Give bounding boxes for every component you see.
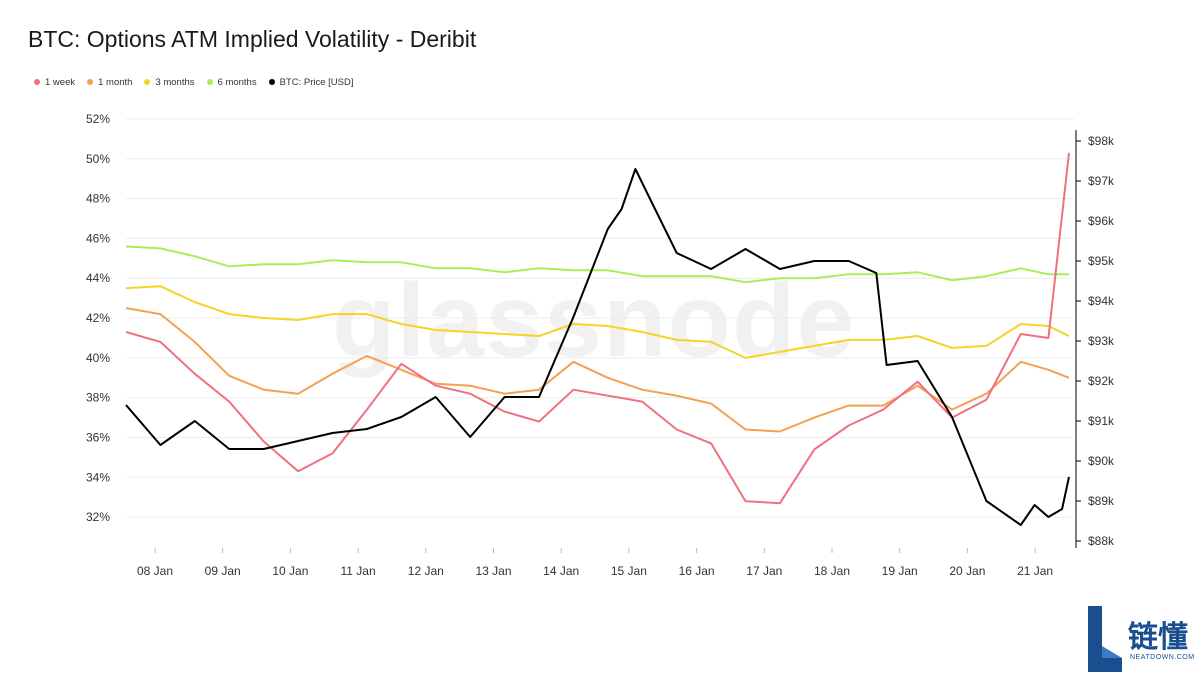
series-line-1-week [125,152,1070,505]
legend-dot-icon [87,79,94,85]
legend-dot-icon [268,79,275,85]
y-right-tick-label: $98k [1088,134,1115,148]
x-tick-label: 20 Jan [949,564,985,578]
x-tick-label: 11 Jan [341,564,376,578]
y-right-tick-label: $91k [1088,414,1115,428]
y-left-tick-label: 32% [86,510,110,524]
chart-title: BTC: Options ATM Implied Volatility - De… [28,26,477,52]
series-line-btc-price [125,168,1070,526]
x-tick-label: 17 Jan [746,564,782,578]
legend-dot-icon [206,79,213,85]
x-tick-label: 10 Jan [272,564,308,578]
y-right-tick-label: $89k [1088,494,1115,508]
y-left-tick-label: 50% [86,152,110,166]
legend-label: 1 week [45,76,76,88]
y-left-tick-label: 44% [86,271,110,285]
legend-item[interactable]: BTC: Price [USD] [268,75,354,89]
legend-item[interactable]: 3 months [144,75,195,89]
x-tick-label: 18 Jan [814,564,850,578]
y-right-tick-label: $96k [1088,214,1115,228]
y-left-tick-label: 36% [86,430,110,444]
brand-name-en: NEATDOWN.COM [1130,654,1195,661]
legend-item[interactable]: 6 months [206,75,257,89]
legend-label: 3 months [155,76,195,88]
legend-label: 6 months [217,76,257,88]
x-tick-label: 14 Jan [543,564,579,578]
x-tick-label: 19 Jan [882,564,918,578]
y-left-tick-label: 38% [86,391,110,405]
x-tick-label: 16 Jan [679,564,715,578]
brand-name-cn: 链懂 [1128,620,1188,655]
legend-dot-icon [34,79,40,85]
y-right-tick-label: $95k [1088,254,1115,268]
brand-mark-icon [1088,606,1122,672]
x-tick-label: 15 Jan [611,564,647,578]
legend-item[interactable]: 1 week [34,75,75,89]
y-right-tick-label: $97k [1088,174,1115,188]
x-tick-label: 12 Jan [408,564,444,578]
y-right-tick-label: $94k [1088,294,1115,308]
y-left-tick-label: 46% [86,231,110,245]
series-line-6-months [125,245,1069,284]
y-right-tick-label: $92k [1088,374,1115,388]
x-tick-label: 08 Jan [137,564,173,578]
x-tick-label: 13 Jan [475,564,511,578]
y-left-tick-label: 42% [86,311,110,325]
y-left-tick-label: 34% [86,470,110,484]
y-right-tick-label: $93k [1088,334,1115,348]
y-right-tick-label: $88k [1088,534,1115,548]
legend-label: 1 month [98,76,133,88]
legend-label: BTC: Price [USD] [279,76,354,88]
watermark-glassnode: glassnode [332,263,856,379]
legend-item[interactable]: 1 month [87,75,132,89]
y-left-tick-label: 52% [86,112,110,126]
legend-dot-icon [144,79,151,85]
y-right-tick-label: $90k [1088,454,1115,468]
x-tick-label: 09 Jan [205,564,241,578]
series-line-3-months [125,285,1070,359]
legend: 1 week 1 month 3 months 6 months BTC: Price … [34,75,354,89]
y-left-tick-label: 48% [86,192,110,206]
y-left-tick-label: 40% [86,351,110,365]
brand-logo: 链懂 NEATDOWN.COM [1088,606,1198,672]
x-tick-label: 21 Jan [1017,564,1053,578]
series-line-1-month [125,307,1070,433]
